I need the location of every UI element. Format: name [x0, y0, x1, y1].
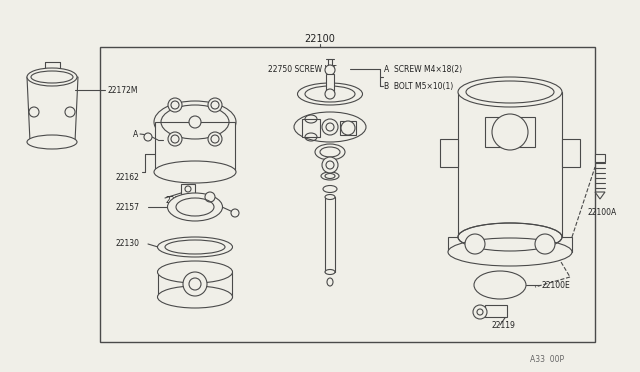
Circle shape [465, 234, 485, 254]
Circle shape [322, 119, 338, 135]
Ellipse shape [448, 238, 572, 266]
Circle shape [341, 121, 355, 135]
Circle shape [183, 272, 207, 296]
Ellipse shape [154, 161, 236, 183]
Ellipse shape [27, 135, 77, 149]
Polygon shape [325, 197, 335, 272]
Bar [340, 121, 356, 135]
Ellipse shape [154, 101, 236, 143]
Ellipse shape [458, 223, 562, 251]
Ellipse shape [315, 144, 345, 160]
Ellipse shape [458, 77, 562, 107]
Ellipse shape [168, 193, 223, 221]
Ellipse shape [327, 278, 333, 286]
Text: A: A [133, 129, 138, 138]
Bar [485, 117, 535, 147]
Circle shape [205, 192, 215, 202]
Circle shape [65, 107, 75, 117]
Circle shape [492, 114, 528, 150]
Ellipse shape [298, 83, 362, 105]
Circle shape [171, 101, 179, 109]
Polygon shape [158, 272, 232, 297]
Ellipse shape [157, 286, 232, 308]
Circle shape [185, 186, 191, 192]
Circle shape [189, 278, 201, 290]
Circle shape [211, 135, 219, 143]
Text: 22162: 22162 [115, 173, 139, 182]
Polygon shape [155, 122, 235, 172]
Ellipse shape [325, 195, 335, 199]
Circle shape [144, 133, 152, 141]
Polygon shape [448, 237, 572, 252]
Text: A  SCREW M4×18(2): A SCREW M4×18(2) [384, 64, 462, 74]
Circle shape [231, 209, 239, 217]
Circle shape [29, 107, 39, 117]
Polygon shape [458, 92, 562, 237]
Circle shape [168, 98, 182, 112]
Bar [562, 139, 580, 167]
Ellipse shape [325, 269, 335, 275]
Text: 22100: 22100 [305, 34, 335, 44]
Circle shape [325, 65, 335, 75]
Bar [100, 47, 595, 342]
Text: 22165: 22165 [165, 196, 189, 205]
Bar [302, 119, 320, 137]
Text: B  BOLT M5×10(1): B BOLT M5×10(1) [384, 81, 453, 90]
Text: 22100A: 22100A [588, 208, 617, 217]
Ellipse shape [157, 237, 232, 257]
Circle shape [326, 161, 334, 169]
Bar [485, 305, 507, 317]
Circle shape [326, 123, 334, 131]
Text: B: B [170, 205, 175, 215]
Bar [595, 154, 605, 162]
Circle shape [208, 132, 222, 146]
Text: A33  00P: A33 00P [530, 356, 564, 365]
Text: 22157: 22157 [115, 202, 139, 212]
Bar [440, 139, 458, 167]
Text: 22130: 22130 [115, 240, 139, 248]
Circle shape [171, 135, 179, 143]
Circle shape [189, 116, 201, 128]
Ellipse shape [157, 261, 232, 283]
Ellipse shape [294, 112, 366, 142]
Circle shape [208, 98, 222, 112]
Ellipse shape [474, 271, 526, 299]
Polygon shape [27, 77, 78, 142]
Text: 22172M: 22172M [107, 86, 138, 94]
Circle shape [325, 89, 335, 99]
Text: 22119: 22119 [492, 321, 516, 330]
Circle shape [477, 309, 483, 315]
Circle shape [211, 101, 219, 109]
Bar [326, 74, 334, 94]
Circle shape [535, 234, 555, 254]
Polygon shape [595, 192, 605, 199]
Ellipse shape [321, 172, 339, 180]
Circle shape [168, 132, 182, 146]
Circle shape [473, 305, 487, 319]
Bar [181, 184, 195, 194]
Text: 22100E: 22100E [542, 280, 571, 289]
Circle shape [322, 157, 338, 173]
Text: 22750 SCREW KIT: 22750 SCREW KIT [268, 64, 337, 74]
Ellipse shape [27, 68, 77, 86]
Ellipse shape [323, 186, 337, 192]
